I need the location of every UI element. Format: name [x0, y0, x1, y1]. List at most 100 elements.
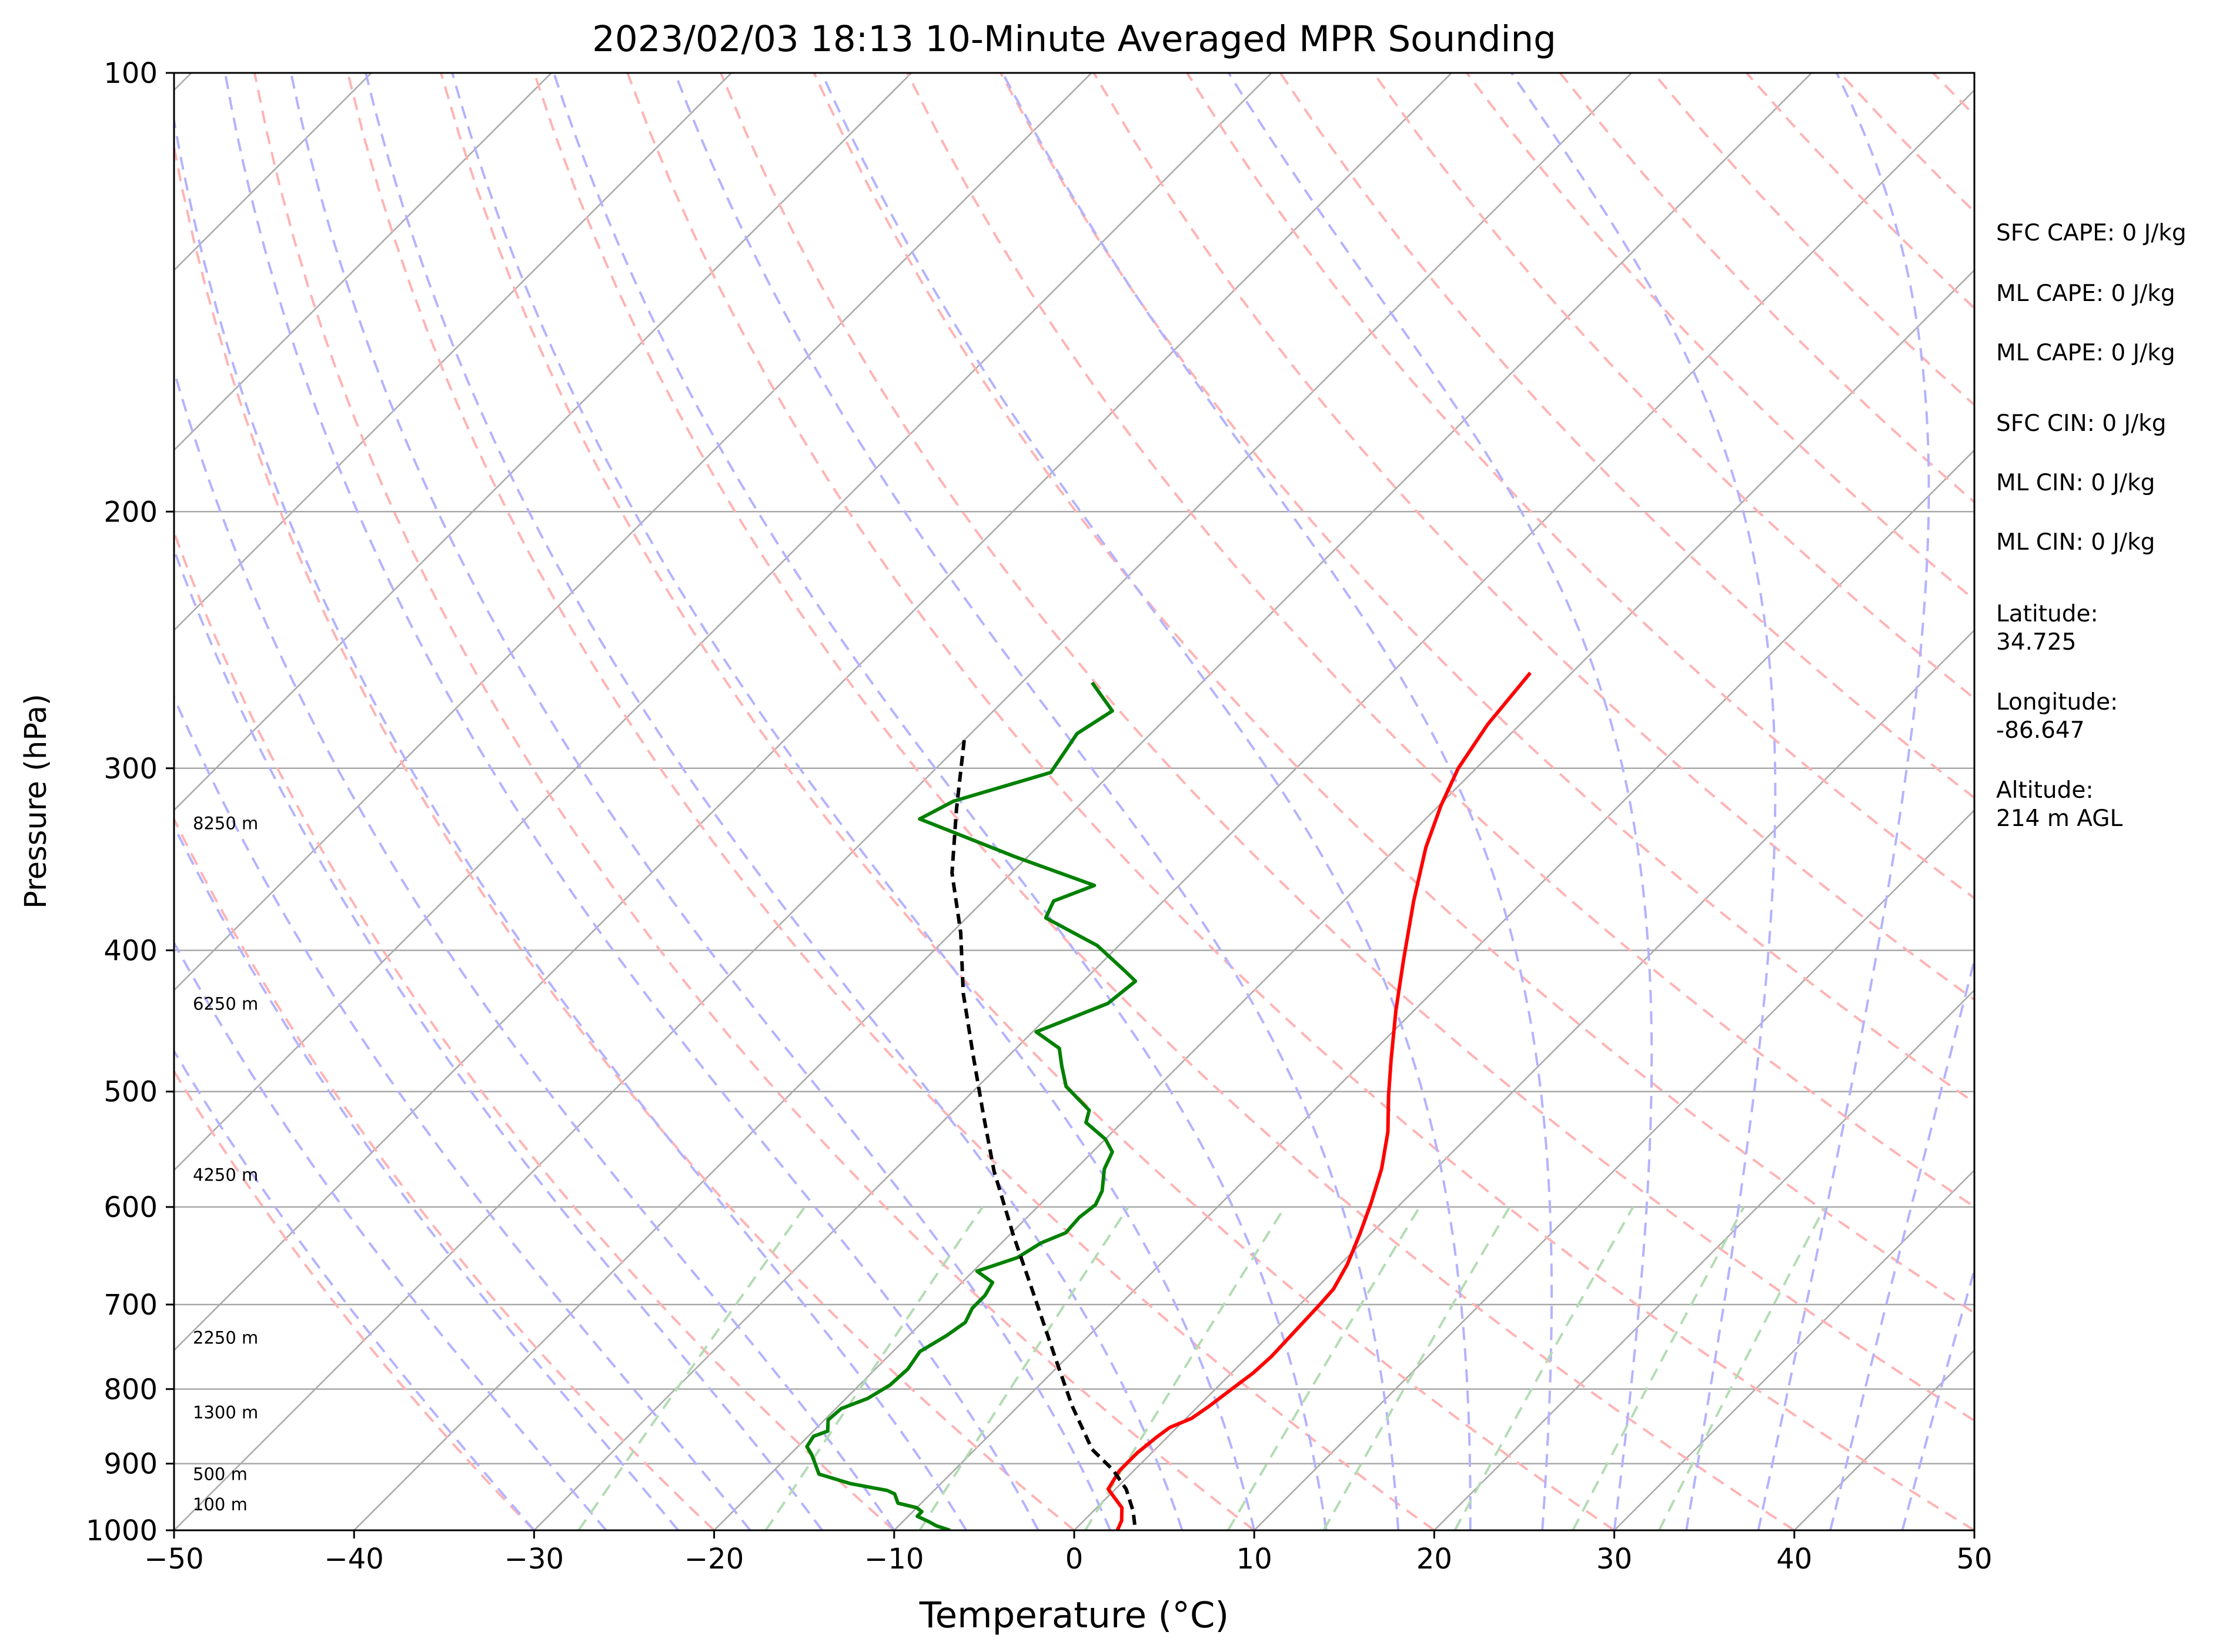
x-tick-label: −50 [144, 1543, 203, 1576]
y-tick-label: 200 [103, 496, 158, 529]
x-tick-label: 50 [1956, 1543, 1992, 1576]
x-tick-label: 30 [1596, 1543, 1632, 1576]
y-tick-label: 400 [103, 935, 158, 968]
isotherm-line [353, 73, 1813, 1530]
x-tick-label: 10 [1236, 1543, 1272, 1576]
moist-adiabat [365, 73, 1184, 1530]
mixing-ratio-line [1572, 1206, 1745, 1530]
moist-adiabat [174, 367, 895, 1530]
isotherm-line [174, 73, 1632, 1530]
isotherm-line [174, 73, 1092, 992]
mixing-ratio-line [764, 1206, 984, 1530]
moist-adiabat [174, 546, 823, 1530]
x-tick-label: 40 [1776, 1543, 1812, 1576]
moist-adiabat [1510, 73, 1777, 1530]
moist-adiabat [820, 73, 1472, 1530]
mixing-ratio-line [577, 1206, 806, 1530]
y-tick-label: 500 [103, 1076, 158, 1109]
info-ml-cin: ML CIN: 0 J/kg [1996, 470, 2155, 496]
info-sfc-cin: SFC CIN: 0 J/kg [1996, 410, 2167, 437]
moist-adiabat [174, 1049, 535, 1530]
dry-adiabat [346, 73, 1435, 1530]
moist-adiabat [553, 73, 1328, 1530]
x-tick-label: 0 [1065, 1543, 1084, 1576]
y-tick-label: 600 [103, 1191, 158, 1224]
moist-adiabat [289, 73, 1112, 1530]
dry-adiabat [813, 73, 1974, 1315]
x-axis-label: Temperature (°C) [919, 1594, 1229, 1636]
parcel-profile-line [950, 740, 1138, 1530]
dry-adiabat [533, 73, 1795, 1530]
chart-title: 2023/02/03 18:13 10-Minute Averaged MPR … [592, 18, 1556, 60]
moist-adiabat [223, 73, 1040, 1530]
isotherm-line [174, 73, 552, 452]
height-label: 6250 m [193, 994, 258, 1014]
plot-frame [173, 72, 1976, 1531]
y-tick-label: 100 [103, 57, 158, 90]
isotherm-line [174, 73, 1452, 1352]
height-label: 4250 m [193, 1165, 258, 1185]
info-latitude: Latitude: 34.725 [1996, 601, 2098, 656]
dry-adiabat [174, 1069, 535, 1530]
moist-adiabat [1829, 955, 1974, 1530]
isotherm-line [1433, 989, 1974, 1530]
height-label: 500 m [193, 1464, 248, 1484]
moist-adiabat [1001, 73, 1553, 1530]
moist-adiabat [174, 113, 968, 1530]
x-tick-label: −30 [504, 1543, 564, 1576]
y-axis-label: Pressure (hPa) [19, 694, 54, 909]
y-tick-label: 700 [103, 1289, 158, 1322]
mixing-ratio-line [1084, 1206, 1286, 1530]
y-tick-label: 300 [103, 753, 158, 785]
moist-adiabat [174, 824, 679, 1530]
dry-adiabat [253, 73, 1255, 1530]
isotherm-line [174, 73, 1272, 1172]
moist-adiabat [674, 73, 1400, 1530]
x-tick-label: −20 [684, 1543, 744, 1576]
isotherm-line [174, 73, 913, 811]
temperature-line [1106, 671, 1532, 1530]
height-label: 100 m [193, 1494, 248, 1514]
dry-adiabat [1092, 73, 1974, 1001]
moist-adiabat [1901, 1266, 1974, 1530]
y-tick-label: 900 [103, 1448, 158, 1481]
info-altitude: Altitude: 214 m AGL [1996, 777, 2123, 832]
isotherm-line [0, 73, 11, 1530]
y-tick-label: 800 [103, 1373, 158, 1406]
dry-adiabat [626, 73, 1974, 1530]
info-sfc-cape: SFC CAPE: 0 J/kg [1996, 220, 2187, 246]
dry-adiabat [1186, 73, 1974, 900]
isotherm-line [533, 89, 1974, 1530]
height-label: 8250 m [193, 813, 258, 833]
info-longitude: Longitude: -86.647 [1996, 689, 2118, 744]
dry-adiabat [720, 73, 1974, 1422]
mixing-ratio-line [1453, 1206, 1635, 1530]
moist-adiabat [174, 694, 751, 1530]
info-ml-cin-2: ML CIN: 0 J/kg [1996, 529, 2155, 556]
info-ml-cape-2: ML CAPE: 0 J/kg [1996, 340, 2175, 366]
x-tick-label: −10 [864, 1543, 924, 1576]
isotherm-line [174, 73, 372, 272]
isotherm-line [1613, 1169, 1974, 1530]
moist-adiabat [1757, 73, 1930, 1530]
mixing-ratio-line [918, 1206, 1129, 1530]
dry-adiabat [1372, 73, 1974, 700]
moist-adiabat [451, 73, 1256, 1530]
isotherm-line [893, 449, 1974, 1530]
mixing-ratio-line [1226, 1206, 1421, 1530]
y-tick-label: 1000 [86, 1514, 158, 1547]
x-tick-label: 20 [1416, 1543, 1452, 1576]
dewpoint-line [805, 681, 1138, 1530]
info-ml-cape: ML CAPE: 0 J/kg [1996, 280, 2175, 307]
dry-adiabat [906, 73, 1974, 1209]
mixing-ratio-line [1658, 1206, 1826, 1530]
dry-adiabat [174, 529, 895, 1530]
mixing-ratio-line [1322, 1206, 1511, 1530]
moist-adiabat [174, 940, 607, 1530]
dry-adiabat [440, 73, 1615, 1530]
height-label: 2250 m [193, 1328, 258, 1348]
x-tick-label: −40 [325, 1543, 384, 1576]
isotherm-line [1074, 629, 1974, 1530]
height-label: 1300 m [193, 1403, 258, 1423]
